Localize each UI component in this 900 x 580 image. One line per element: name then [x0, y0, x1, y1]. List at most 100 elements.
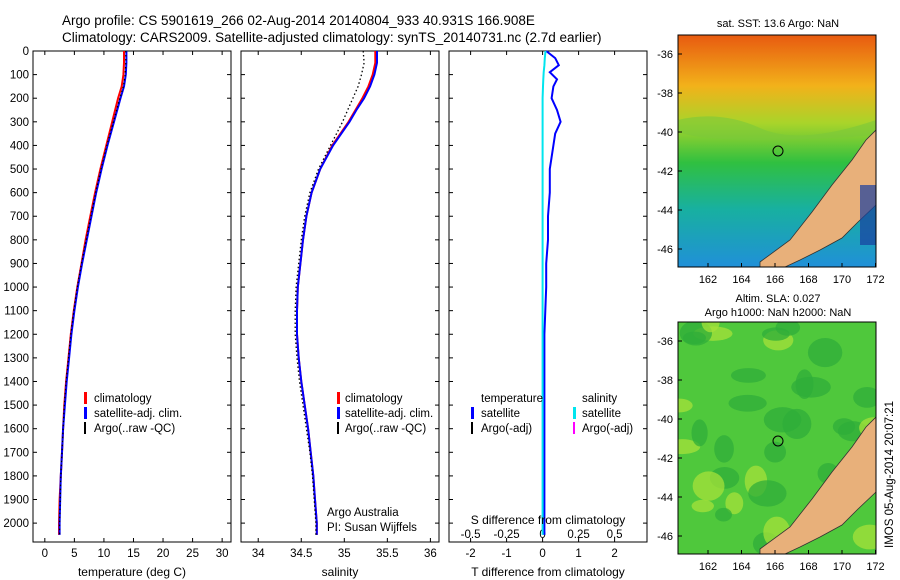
- sla-blob: [807, 337, 843, 368]
- temperature-x-axis: 0 5 10 15 20 25 30: [42, 51, 229, 560]
- imos-timestamp: IMOS 05-Aug-2014 20:07:21: [884, 401, 896, 548]
- series-line-satellite-adj-clim: [58, 51, 128, 535]
- s-tick-label: -0.25: [493, 529, 519, 541]
- x-tick-label: 0: [539, 548, 545, 560]
- argo-australia-label: Argo Australia: [327, 507, 399, 519]
- salinity-panel: 34 34.5 35 35.5 36 salinity climatology sate…: [240, 50, 440, 579]
- difference-legend: temperature satellite Argo(-adj) salinit…: [471, 393, 633, 435]
- lon-tick-label: 168: [799, 274, 817, 286]
- sla-blob: [853, 386, 876, 408]
- x-tick-label: 35.5: [376, 548, 398, 560]
- lon-tick-label: 172: [866, 561, 884, 573]
- series-line-temperature-satellite: [543, 50, 562, 535]
- legend-argo-label: Argo(..raw -QC): [345, 423, 426, 435]
- series-line-argo-raw-qc: [294, 50, 365, 535]
- legend-temperature-title: temperature: [481, 393, 543, 405]
- salinity-x-axis: 34 34.5 35 35.5 36: [252, 51, 437, 560]
- s-difference-xlabel: S difference from climatology: [471, 513, 626, 527]
- sla-blob: [715, 507, 732, 522]
- depth-tick-label: 100: [10, 70, 29, 82]
- salinity-axes-frame: [240, 50, 440, 543]
- lat-tick-label: -40: [657, 127, 673, 139]
- sla-blob: [728, 394, 767, 412]
- s-tick-label: 0.25: [567, 529, 589, 541]
- sla-map-axes: -36 -38 -40 -42 -44 -46 162 164 166 168 170 172: [657, 336, 885, 573]
- sla-map-frame: [677, 321, 877, 555]
- sla-blob: [730, 368, 766, 383]
- difference-lines: [541, 50, 562, 535]
- s-tick-label: 0: [539, 529, 545, 541]
- legend-climatology-label: climatology: [94, 393, 152, 405]
- new-zealand-land: [759, 129, 876, 267]
- depth-tick-label: 1400: [3, 376, 29, 388]
- sla-blob: [832, 418, 856, 435]
- depth-tick-label: 1100: [4, 306, 29, 318]
- lon-tick-label: 170: [833, 274, 851, 286]
- t-difference-xlabel: T difference from climatology: [471, 565, 625, 579]
- sla-blob: [691, 499, 714, 513]
- depth-tick-label: 1500: [3, 400, 29, 412]
- temperature-panel: 0100200300400500600700800900100011001200…: [3, 46, 232, 579]
- legend-climatology-label: climatology: [345, 393, 403, 405]
- x-tick-label: 35: [338, 548, 351, 560]
- profile-title: Argo profile: CS 5901619_266 02-Aug-2014…: [62, 13, 535, 28]
- argo-location-marker: [772, 145, 784, 157]
- legend-climatology-swatch: [84, 392, 87, 404]
- sla-blob: [714, 435, 734, 463]
- legend-temp-satellite-swatch: [471, 407, 474, 419]
- sla-blob: [701, 322, 720, 333]
- depth-tick-label: 600: [10, 188, 29, 200]
- sst-front: [678, 116, 876, 140]
- lon-tick-label: 168: [799, 561, 817, 573]
- sla-map: Altim. SLA: 0.027 Argo h1000: NaN h2000:…: [657, 293, 885, 573]
- lat-tick-label: -44: [657, 205, 673, 217]
- lon-tick-label: 164: [732, 561, 750, 573]
- legend-sal-satellite-label: satellite: [582, 408, 621, 420]
- temperature-lines: [58, 51, 128, 535]
- sla-title-line2: Argo h1000: NaN h2000: NaN: [705, 307, 852, 319]
- lat-tick-label: -42: [657, 453, 673, 465]
- sla-blob: [795, 369, 814, 399]
- cold-water-patch: [860, 185, 876, 245]
- legend-sal-argo-label: Argo(-adj): [582, 423, 633, 435]
- series-line-argo-raw-qc: [58, 51, 127, 535]
- sst-map-title: sat. SST: 13.6 Argo: NaN: [717, 18, 839, 30]
- legend-temp-argo-swatch: [471, 422, 473, 434]
- legend-satellite-label: satellite-adj. clim.: [94, 408, 182, 420]
- salinity-y-ticks: [241, 50, 439, 524]
- sst-map-axes: -36 -38 -40 -42 -44 -46 162 164 166 168 170 172: [657, 49, 885, 286]
- sla-blob: [761, 327, 790, 341]
- sla-blob: [763, 407, 802, 433]
- depth-tick-label: 1900: [3, 495, 29, 507]
- depth-tick-label: 1200: [3, 329, 29, 341]
- lat-tick-label: -36: [657, 336, 673, 348]
- lat-tick-label: -44: [657, 492, 673, 504]
- depth-tick-label: 300: [10, 117, 29, 129]
- sla-anomaly-blobs: [678, 322, 876, 554]
- x-tick-label: 1: [575, 548, 581, 560]
- s-tick-label: -0.5: [461, 529, 481, 541]
- legend-argo-swatch: [337, 422, 339, 434]
- lon-tick-label: 164: [732, 274, 750, 286]
- depth-tick-label: 700: [10, 211, 29, 223]
- legend-climatology-swatch: [337, 392, 340, 404]
- depth-tick-label: 500: [10, 164, 29, 176]
- lon-tick-label: 172: [866, 274, 884, 286]
- temperature-axes-frame: [32, 50, 232, 543]
- x-tick-label: 34.5: [290, 548, 312, 560]
- difference-y-ticks: [449, 50, 647, 524]
- lat-tick-label: -36: [657, 49, 673, 61]
- x-tick-label: 30: [216, 548, 229, 560]
- sla-blob: [678, 398, 693, 413]
- series-line-satellite-adj-clim: [296, 51, 378, 535]
- lat-tick-label: -42: [657, 166, 673, 178]
- salinity-lines: [294, 50, 378, 535]
- x-tick-label: 0: [42, 548, 48, 560]
- legend-satellite-swatch: [337, 407, 340, 419]
- x-tick-label: -2: [465, 548, 475, 560]
- sla-blob: [764, 441, 787, 463]
- difference-x-axis: -2 -1 0 1 2 -0.5 -0.25 0 0.25 0.5: [461, 51, 623, 560]
- temperature-legend: climatology satellite-adj. clim. Argo(..…: [84, 392, 182, 435]
- legend-satellite-label: satellite-adj. clim.: [345, 408, 433, 420]
